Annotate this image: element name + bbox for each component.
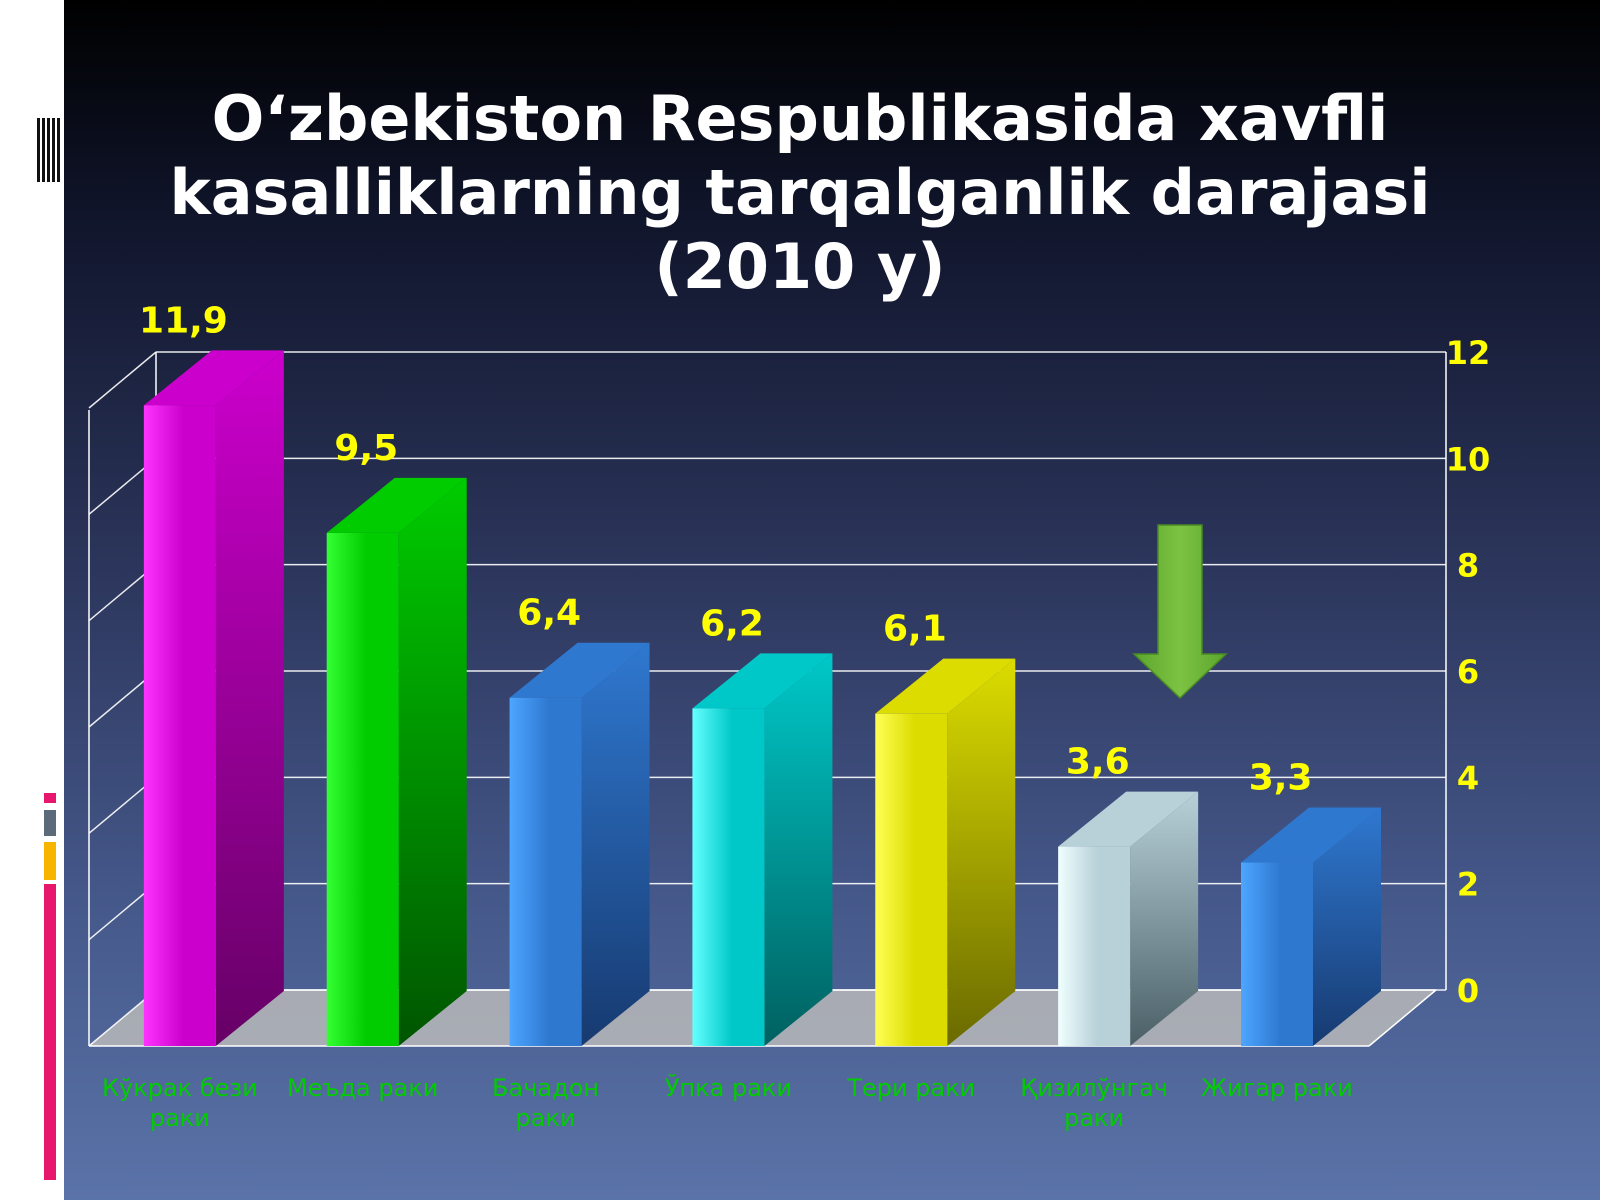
accent-mark-pink	[44, 884, 56, 1180]
bar-side	[1313, 807, 1381, 1046]
bar-top	[143, 350, 284, 406]
decorative-bars-icon	[37, 118, 60, 182]
title-line-2: kasalliklarning tarqalganlik darajasi	[169, 156, 1431, 229]
bar-front	[1241, 862, 1313, 1046]
bar-side	[398, 477, 467, 1047]
accent-mark-orange	[44, 842, 56, 880]
y-axis-ticks: 0 2 4 6 8 10 12	[1446, 334, 1491, 1010]
accent-mark-gray	[44, 810, 56, 836]
bar	[509, 642, 650, 1046]
bar-side	[764, 653, 833, 1046]
floor-right-edge	[1368, 989, 1437, 1047]
sidebar-decoration	[37, 118, 60, 1180]
y-tick-label: 12	[1446, 334, 1491, 372]
category-label: Қизилўнгач	[1020, 1074, 1168, 1102]
value-label: 6,4	[517, 593, 581, 634]
side-gridline	[88, 351, 157, 409]
bar-top	[326, 477, 467, 533]
value-label: 6,2	[700, 603, 764, 644]
bar-side	[581, 642, 650, 1046]
bar	[143, 350, 284, 1047]
category-label: раки	[516, 1104, 576, 1132]
bar	[875, 658, 1016, 1046]
value-label: 3,6	[1066, 742, 1130, 783]
bar-front	[143, 405, 216, 1047]
bar-top	[692, 653, 833, 709]
title-line-3: (2010 y)	[654, 230, 946, 303]
category-label: Меъда раки	[287, 1074, 438, 1102]
bar-top	[875, 658, 1016, 714]
bar-front	[1058, 846, 1131, 1046]
y-tick-label: 8	[1457, 547, 1479, 585]
y-tick-label: 0	[1457, 972, 1479, 1010]
arrow-shape	[1132, 524, 1228, 700]
category-label: Бачадон	[492, 1074, 599, 1102]
category-label: Тери раки	[846, 1074, 975, 1102]
value-labels: 11,9 9,5 6,4 6,2 6,1 3,6 3,3	[139, 300, 1312, 798]
chart-title: O‘zbekiston Respublikasida xavfli kasall…	[64, 82, 1536, 304]
bar	[692, 653, 833, 1046]
y-tick-label: 4	[1457, 759, 1479, 797]
category-label: раки	[150, 1104, 210, 1132]
category-label: Жигар раки	[1201, 1074, 1353, 1102]
bar-front	[326, 532, 399, 1046]
bar-side	[215, 350, 284, 1047]
bar	[1241, 807, 1381, 1046]
y-tick-label: 2	[1457, 866, 1479, 904]
category-label: раки	[1064, 1104, 1124, 1132]
bar	[326, 477, 467, 1047]
y-tick-label: 6	[1457, 653, 1479, 691]
bar-front	[692, 708, 765, 1046]
accent-mark-pink-top	[44, 793, 56, 803]
value-label: 3,3	[1249, 758, 1313, 799]
bar-top	[1241, 807, 1381, 863]
value-label: 6,1	[883, 609, 947, 650]
bar-front	[875, 713, 948, 1046]
y-tick-label: 10	[1446, 440, 1491, 478]
value-label: 9,5	[334, 428, 398, 469]
category-label: Ўпка раки	[665, 1073, 792, 1102]
bar-front	[509, 697, 582, 1046]
bar-top	[509, 642, 650, 698]
bar-side	[947, 658, 1016, 1046]
title-line-1: O‘zbekiston Respublikasida xavfli	[211, 82, 1389, 155]
category-label: Кўкрак бези	[102, 1074, 258, 1102]
bar	[1058, 791, 1199, 1046]
down-arrow-icon	[1132, 524, 1228, 700]
bar-side	[1130, 791, 1199, 1046]
value-label: 11,9	[139, 300, 228, 341]
bars	[143, 350, 1381, 1047]
bar-top	[1058, 791, 1199, 847]
